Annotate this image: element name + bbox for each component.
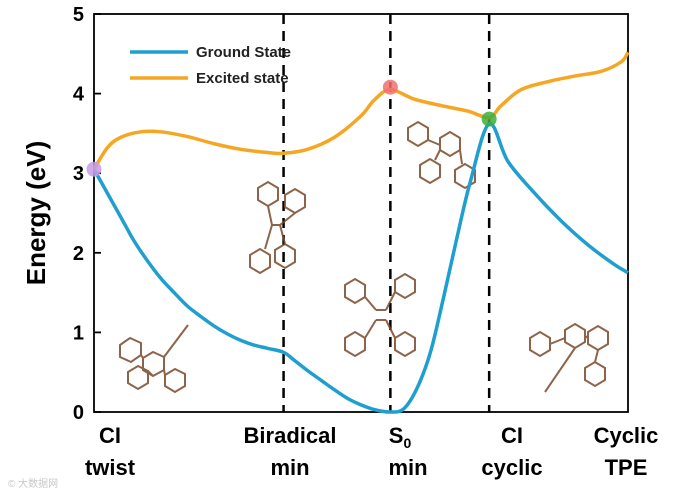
legend-label-excited: Excited state (196, 70, 289, 87)
excited-state-line (92, 51, 630, 171)
molecule-ci-cyclic (529, 322, 609, 393)
y-tick-label: 5 (73, 4, 84, 26)
crossing-marker (382, 79, 398, 95)
xcat-ci-twist-line2: twist (85, 455, 136, 480)
y-tick-label: 4 (73, 84, 85, 106)
y-axis-label: Energy (eV) (21, 141, 51, 286)
dashed-reference-lines (282, 14, 491, 412)
xcat-ci-cyclic-line1: CI (501, 423, 523, 448)
crossing-marker (86, 161, 102, 177)
xcat-ci-twist-line1: CI (99, 423, 121, 448)
x-axis-categories: CI twist Biradical min S0 min CI cyclic … (85, 423, 658, 480)
y-tick-label: 3 (73, 163, 84, 185)
xcat-cyclic-tpe-line1: Cyclic (594, 423, 659, 448)
legend: Ground State Excited state (130, 44, 291, 87)
crossing-marker (481, 111, 497, 127)
plot-frame (93, 13, 629, 413)
y-tick-label: 1 (73, 322, 84, 344)
molecule-biradical (249, 180, 306, 275)
watermark: © 大数据网 (8, 477, 58, 490)
xcat-ci-cyclic-line2: cyclic (481, 455, 542, 480)
xcat-s0-line2: min (388, 455, 427, 480)
y-tick-label: 0 (73, 402, 84, 424)
y-tick-label: 2 (73, 243, 84, 265)
series-lines (92, 51, 630, 414)
crossing-markers (86, 79, 497, 177)
xcat-cyclic-tpe-line2: TPE (605, 455, 648, 480)
molecule-ci-twist (119, 324, 189, 394)
molecule-s0-excited (407, 120, 476, 190)
xcat-s0-line1: S0 (389, 423, 412, 451)
legend-label-ground: Ground State (196, 44, 291, 61)
y-axis-ticks: 0 1 2 3 4 5 (73, 4, 101, 424)
molecule-s0-min (344, 272, 416, 358)
xcat-biradical-line2: min (270, 455, 309, 480)
xcat-biradical-line1: Biradical (244, 423, 337, 448)
